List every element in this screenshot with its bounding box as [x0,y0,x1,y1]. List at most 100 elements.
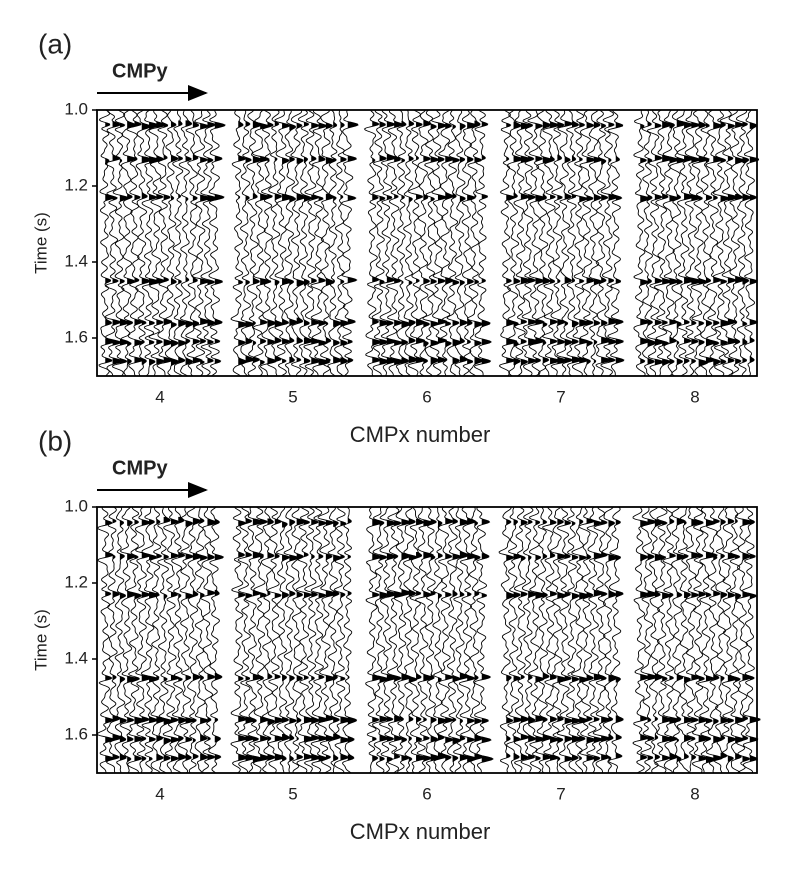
event-lobe [535,276,545,285]
event-lobe [274,734,285,743]
event-lobe [586,753,595,762]
event-lobe [252,734,259,744]
event-lobe [170,517,179,527]
event-lobe [274,336,282,346]
event-lobe [303,337,313,346]
event-lobe [340,120,345,130]
event-lobe [127,120,136,129]
event-lobe [506,734,511,743]
event-lobe [214,318,223,328]
event-lobe [267,156,270,165]
event-lobe [542,591,548,600]
event-lobe [260,552,264,561]
event-lobe [282,120,290,130]
event-lobe [593,519,602,528]
event-lobe [452,317,459,327]
event-lobe [401,155,405,165]
event-lobe [601,318,608,328]
plot-frame [96,506,758,774]
trace-wiggle [474,109,492,377]
event-lobe [333,552,342,562]
x-axis-label: CMPx number [350,422,491,447]
event-lobe [705,716,713,725]
event-lobe [742,338,748,347]
event-lobe [238,551,245,560]
event-lobe [333,715,340,724]
event-lobe [586,337,593,347]
event-lobe [105,753,114,763]
event-lobe [245,715,256,725]
event-lobe [506,319,515,328]
event-lobe [401,753,409,762]
event-lobe [214,672,222,682]
event-lobe [178,154,183,163]
event-lobe [459,356,468,365]
event-lobe [267,277,270,286]
event-lobe [149,552,157,562]
event-lobe [303,194,312,203]
event-lobe [720,590,727,599]
event-lobe [647,590,658,599]
event-lobe [185,716,195,725]
event-lobe [267,192,273,201]
event-lobe [245,355,255,365]
event-lobe [705,754,716,764]
event-lobe [684,753,689,762]
event-lobe [513,154,524,164]
event-lobe [474,356,483,365]
event-lobe [289,517,295,526]
event-lobe [214,734,221,743]
event-lobe [252,318,256,327]
event-lobe [579,516,583,526]
event-lobe [178,674,183,684]
trace-wiggle [578,506,597,774]
event-lobe [214,518,220,527]
event-lobe [379,552,387,562]
event-lobe [742,119,748,129]
event-lobe [119,121,125,130]
event-lobe [386,672,398,682]
event-lobe [260,154,269,164]
trace-wiggle [662,506,682,774]
event-lobe [713,589,721,599]
trace-wiggle [743,109,760,377]
trace-wiggle [120,109,138,377]
event-lobe [640,155,647,165]
event-lobe [654,733,658,743]
plot-frame [96,109,758,377]
event-lobe [528,735,536,744]
event-lobe [149,516,155,526]
panel: (a) CMPy Time (s) CMPx number 1.0 1.2 1.4 1.6 4 5… [31,28,760,447]
panel-label: (b) [38,425,72,456]
trace-wiggle [319,109,336,377]
event-lobe [423,551,434,560]
event-lobe [520,553,526,562]
event-lobe [386,715,393,724]
event-lobe [684,275,695,285]
x-tick-label: 4 [155,387,164,406]
event-lobe [105,193,115,202]
trace-wiggle [200,109,218,377]
trace-wiggle [550,109,569,377]
event-lobe [274,154,278,163]
event-lobe [506,752,511,761]
event-lobe [662,318,668,327]
event-lobe [238,154,246,163]
event-lobe [408,734,412,743]
event-lobe [579,356,588,365]
event-lobe [289,122,296,131]
event-lobe [318,754,328,763]
event-lobe [112,517,117,526]
event-lobe [520,121,532,130]
event-lobe [347,317,356,327]
event-lobe [506,121,511,130]
event-lobe [520,715,529,724]
event-lobe [520,518,528,527]
event-lobe [647,357,655,367]
event-lobe [506,716,513,725]
event-lobe [550,192,556,202]
event-lobe [408,517,416,527]
event-lobe [340,753,349,762]
event-lobe [579,318,591,328]
trace-wiggle [371,109,391,377]
